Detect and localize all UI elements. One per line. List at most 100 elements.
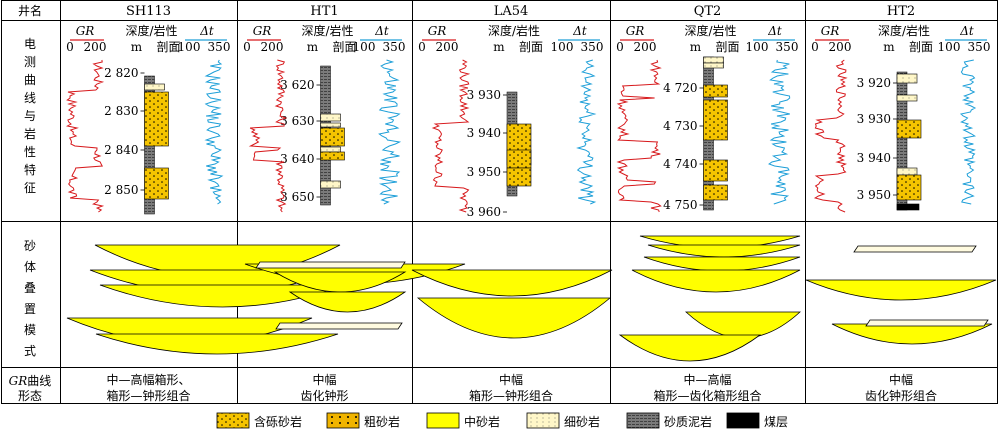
dt-scale-max: 350 xyxy=(968,40,991,54)
gr-label: GR xyxy=(821,24,840,38)
gr-scale-min: 0 xyxy=(66,40,74,54)
depth-tick-label: 3 650 xyxy=(280,190,314,204)
fine-bed xyxy=(320,146,341,153)
legend-swatch-pebbly xyxy=(216,412,250,429)
sand-bed xyxy=(320,151,345,161)
gr-shape-line-1: 中幅 xyxy=(889,372,913,387)
curve-headers: GR0 200 深度/岩性 m 剖面 Δt 100 350 xyxy=(66,23,230,54)
row-label-char: 砂 xyxy=(24,239,36,253)
sand-bed xyxy=(320,127,345,147)
gr-shape-line-1: 中—高幅 xyxy=(683,372,731,387)
row-label-char: 电 xyxy=(24,37,36,51)
depth-lith-label: 深度/岩性 xyxy=(684,23,736,38)
section-label: 剖面 xyxy=(715,40,739,54)
depth-tick-label: 3 640 xyxy=(280,152,314,166)
depth-tick-label: 4 750 xyxy=(663,198,697,212)
dt-scale-max: 350 xyxy=(581,40,604,54)
row-label-char: 岩 xyxy=(24,126,36,141)
gr-label: GR xyxy=(253,24,272,38)
legend-label: 含砾砂岩 xyxy=(254,414,302,429)
sand-bed xyxy=(703,184,728,201)
sand-lens xyxy=(684,311,802,339)
row-label-char: 模 xyxy=(24,323,36,337)
depth-unit: m xyxy=(883,40,895,54)
dt-label: Δt xyxy=(572,24,587,38)
gr-shape-label-2: 形态 xyxy=(18,389,42,403)
curve-headers: GR0 200 深度/岩性 m 剖面 Δt 100 350 xyxy=(811,23,990,54)
gr-scale-max: 200 xyxy=(261,40,284,54)
gr-curve xyxy=(248,59,288,213)
gr-label: GR xyxy=(428,24,447,38)
curve-headers: GR0 200 深度/岩性 m 剖面 Δt 100 350 xyxy=(418,23,603,54)
fine-bed xyxy=(896,94,918,102)
fine-bed xyxy=(320,180,341,189)
sand-bed xyxy=(144,167,169,200)
sand-bed xyxy=(703,99,728,141)
depth-tick-label: 3 960 xyxy=(467,205,501,219)
sand-lens-group xyxy=(805,245,997,345)
sand-bed xyxy=(506,167,532,187)
depth-tick-label: 3 630 xyxy=(280,114,314,128)
depth-tick-label: 3 920 xyxy=(857,76,891,90)
sand-lens xyxy=(288,291,407,313)
legend-label: 煤层 xyxy=(764,415,788,429)
fine-bed xyxy=(144,83,165,91)
depth-tick-label: 2 830 xyxy=(104,104,138,118)
gr-shape-line-2: 箱形—钟形组合 xyxy=(469,388,553,403)
sand-lens xyxy=(411,269,613,297)
well-ht2: HT2 GR0 200 深度/岩性 m 剖面 Δt 100 350 3 920 3 930 3 940… xyxy=(805,4,997,403)
legend-swatch-fine xyxy=(526,412,560,429)
row-label-char: 线 xyxy=(24,91,36,105)
dt-label: Δt xyxy=(767,24,782,38)
sand-lens xyxy=(831,323,993,345)
gr-shape-line-2: 箱形—齿化箱形组合 xyxy=(653,388,761,403)
gr-shape-line-2: 箱形—钟形组合 xyxy=(106,388,190,403)
section-label: 剖面 xyxy=(909,40,933,54)
depth-tick-label: 2 820 xyxy=(104,66,138,80)
sand-bed xyxy=(703,159,728,182)
sand-bed xyxy=(896,174,922,201)
depth-lith-label: 深度/岩性 xyxy=(488,23,540,38)
table-grid xyxy=(1,0,998,404)
row-label-char: 体 xyxy=(24,260,36,274)
well-name: LA54 xyxy=(494,4,529,19)
dt-curve xyxy=(378,59,402,205)
coal-bed xyxy=(896,203,920,211)
fine-bed xyxy=(896,73,918,84)
gr-scale-min: 0 xyxy=(616,40,624,54)
gr-curve xyxy=(813,59,848,213)
sand-lens xyxy=(643,256,801,272)
depth-tick-label: 3 620 xyxy=(280,78,314,92)
dt-label: Δt xyxy=(199,24,214,38)
dt-curve xyxy=(204,59,224,205)
curve-headers: GR0 200 深度/岩性 m 剖面 Δt 100 350 xyxy=(616,23,798,54)
depth-tick-label: 3 950 xyxy=(857,188,891,202)
fine-bed xyxy=(703,62,724,69)
sand-lens xyxy=(805,279,997,301)
dt-curve xyxy=(959,59,977,205)
gr-shape-line-1: 中—高幅箱形、 xyxy=(106,372,190,387)
depth-tick-label: 4 720 xyxy=(663,81,697,95)
well-name: HT2 xyxy=(887,4,915,19)
svg-text:GR曲线: GR曲线 xyxy=(9,374,52,388)
depth-tick-label: 4 730 xyxy=(663,119,697,133)
sand-lens xyxy=(631,269,801,293)
gr-shape-line-1: 中幅 xyxy=(499,372,523,387)
legend-swatch-coal xyxy=(726,412,760,429)
gr-curve xyxy=(65,59,105,213)
fine-bed xyxy=(320,122,341,128)
legend-label: 粗砂岩 xyxy=(364,414,400,429)
gr-shape-line-2: 齿化钟形 xyxy=(300,388,348,403)
dt-scale-max: 350 xyxy=(383,40,406,54)
legend: 含砾砂岩 粗砂岩 中砂岩 细砂岩 砂质泥岩 煤层 xyxy=(216,412,788,429)
depth-lith-label: 深度/岩性 xyxy=(125,23,177,38)
gr-scale-min: 0 xyxy=(418,40,426,54)
row-label-char: 曲 xyxy=(24,73,36,87)
sand-lens-group xyxy=(244,261,466,330)
